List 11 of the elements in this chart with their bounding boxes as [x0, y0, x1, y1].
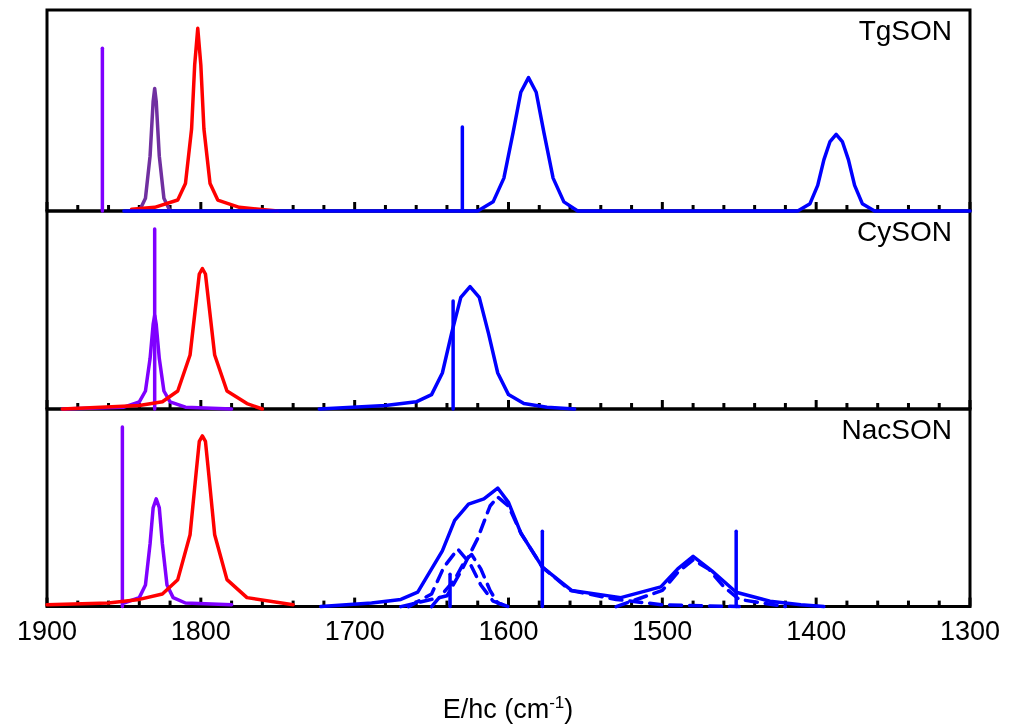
x-tick-label: 1600 — [478, 616, 539, 647]
x-tick-label: 1900 — [16, 616, 78, 647]
x-axis-title: E/hc (cm$^{-1}$) — [441, 693, 575, 725]
annotation: TgSON — [858, 14, 952, 46]
x-tick-label: 1300 — [939, 616, 1001, 647]
annotation: CySON — [857, 215, 952, 247]
x-tick-label: 1500 — [632, 616, 693, 647]
annotation: NacSON — [841, 413, 952, 445]
x-tick-label: 1400 — [786, 616, 847, 647]
x-tick-label: 1700 — [324, 616, 385, 647]
x-tick-label: 1800 — [170, 616, 231, 647]
